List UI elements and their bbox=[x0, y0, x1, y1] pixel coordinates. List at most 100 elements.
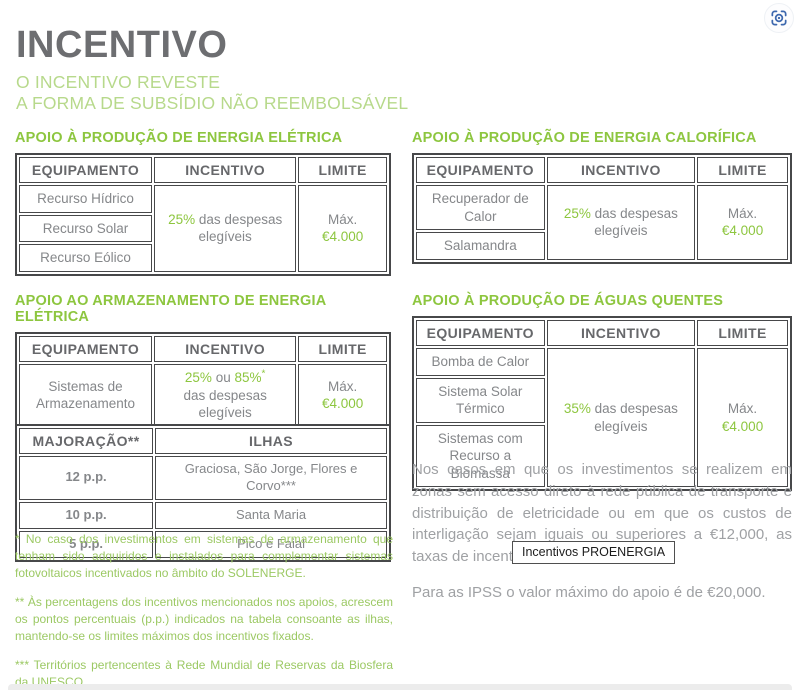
table-header-row: EQUIPAMENTO INCENTIVO LIMITE bbox=[19, 336, 387, 362]
table-row: Recuperador de Calor 25% das despesas el… bbox=[416, 185, 788, 260]
limit-label: Máx. bbox=[727, 205, 758, 221]
incentive-percent-1: 25% bbox=[184, 370, 212, 385]
footnotes: * No caso dos investimentos em sistemas … bbox=[15, 531, 393, 690]
section-majoracao: MAJORAÇÃO** ILHAS 12 p.p. Graciosa, São … bbox=[15, 424, 391, 562]
next-section-edge bbox=[8, 684, 792, 690]
incentive-text: das despesas elegíveis bbox=[594, 401, 678, 434]
col-header-equipamento: EQUIPAMENTO bbox=[19, 157, 153, 183]
limit-value: €4.000 bbox=[721, 223, 764, 239]
ilhas-cell: Graciosa, São Jorge, Flores e Corvo*** bbox=[155, 456, 387, 500]
table-row: 12 p.p. Graciosa, São Jorge, Flores e Co… bbox=[19, 456, 387, 500]
incentive-text: das despesas elegíveis bbox=[183, 387, 267, 421]
col-header-limite: LIMITE bbox=[697, 157, 788, 183]
pp-value: 5 p.p. bbox=[19, 530, 154, 558]
table-majoracao: MAJORAÇÃO** ILHAS 12 p.p. Graciosa, São … bbox=[15, 424, 391, 562]
col-header-equipamento: EQUIPAMENTO bbox=[416, 320, 545, 346]
col-header-equipamento: EQUIPAMENTO bbox=[19, 336, 153, 362]
section-energia-calorifica: APOIO À PRODUÇÃO DE ENERGIA CALORÍFICA E… bbox=[412, 130, 792, 264]
incentive-or: ou bbox=[215, 370, 231, 385]
subtitle-line-1: O INCENTIVO REVESTE bbox=[16, 72, 221, 92]
ilhas-cell: Santa Maria bbox=[155, 501, 387, 529]
table-header-row: EQUIPAMENTO INCENTIVO LIMITE bbox=[19, 157, 387, 183]
table-header-row: EQUIPAMENTO INCENTIVO LIMITE bbox=[416, 157, 788, 183]
table-aguas-quentes: EQUIPAMENTO INCENTIVO LIMITE Bomba de Ca… bbox=[412, 316, 792, 492]
subtitle-line-2: A FORMA DE SUBSÍDIO NÃO REEMBOLSÁVEL bbox=[16, 93, 409, 113]
section-armazenamento: APOIO AO ARMAZENAMENTO DE ENERGIA ELÉTRI… bbox=[15, 293, 391, 431]
col-header-limite: LIMITE bbox=[697, 320, 788, 346]
info-paragraphs: Nos casos em que os investimentos se rea… bbox=[412, 459, 792, 604]
table-row: 10 p.p. Santa Maria bbox=[19, 501, 387, 529]
table-row: Recurso Solar bbox=[19, 214, 387, 243]
asterisk-note: * bbox=[261, 368, 266, 380]
table-row: Recurso Eólico bbox=[19, 244, 387, 272]
table-armazenamento: EQUIPAMENTO INCENTIVO LIMITE Sistemas de… bbox=[15, 332, 391, 431]
limit-value: €4.000 bbox=[721, 418, 764, 434]
col-header-equipamento: EQUIPAMENTO bbox=[416, 157, 545, 183]
col-header-incentivo: INCENTIVO bbox=[546, 157, 696, 183]
incentive-percent: 35% bbox=[563, 401, 591, 417]
equipment-cell: Sistemas de Armazenamento bbox=[19, 364, 153, 427]
section-title-energia-eletrica: APOIO À PRODUÇÃO DE ENERGIA ELÉTRICA bbox=[15, 130, 343, 146]
incentive-percent: 25% bbox=[168, 211, 196, 227]
incentive-cell: 25% ou 85%* das despesas elegíveis bbox=[154, 364, 297, 427]
section-title-armazenamento: APOIO AO ARMAZENAMENTO DE ENERGIA ELÉTRI… bbox=[15, 293, 326, 325]
col-header-majoracao: MAJORAÇÃO** bbox=[19, 428, 154, 454]
equipment-cell: Sistemas com Recurso a Biomassa bbox=[416, 424, 545, 488]
section-aguas-quentes: APOIO À PRODUÇÃO DE ÁGUAS QUENTES EQUIPA… bbox=[412, 293, 792, 492]
table-row: Salamandra bbox=[416, 232, 788, 260]
incentive-text: das despesas elegíveis bbox=[198, 211, 283, 245]
equipment-cell: Salamandra bbox=[416, 232, 545, 260]
limit-label: Máx. bbox=[328, 211, 358, 227]
screen-capture-button[interactable] bbox=[764, 3, 794, 33]
incentive-text: das despesas elegíveis bbox=[594, 205, 678, 239]
limit-label: Máx. bbox=[727, 401, 758, 417]
col-header-incentivo: INCENTIVO bbox=[154, 336, 297, 362]
table-row: Recurso Hídrico 25% das despesas elegíve… bbox=[19, 185, 387, 272]
limit-cell: Máx. €4.000 bbox=[697, 348, 788, 488]
footnote-solenerge: * No caso dos investimentos em sistemas … bbox=[15, 532, 393, 581]
pp-value: 12 p.p. bbox=[19, 456, 154, 500]
page-header: INCENTIVO O INCENTIVO REVESTE A FORMA DE… bbox=[16, 24, 536, 114]
table-header-row: EQUIPAMENTO INCENTIVO LIMITE bbox=[416, 320, 788, 346]
page-subtitle: O INCENTIVO REVESTE A FORMA DE SUBSÍDIO … bbox=[16, 72, 536, 114]
limit-cell: Máx. €4.000 bbox=[697, 185, 788, 260]
limit-value: €4.000 bbox=[322, 229, 364, 245]
col-header-ilhas: ILHAS bbox=[155, 428, 387, 454]
col-header-limite: LIMITE bbox=[298, 157, 387, 183]
screenshot-viewfinder-icon bbox=[769, 8, 789, 28]
section-energia-eletrica: APOIO À PRODUÇÃO DE ENERGIA ELÉTRICA EQU… bbox=[15, 130, 391, 276]
equipment-cell: Recurso Solar bbox=[19, 214, 153, 243]
limit-cell: Máx. €4.000 bbox=[298, 364, 387, 427]
table-row: Bomba de Calor 35% das despesas elegívei… bbox=[416, 348, 788, 488]
equipment-cell: Bomba de Calor bbox=[416, 348, 545, 376]
section-title-energia-calorifica: APOIO À PRODUÇÃO DE ENERGIA CALORÍFICA bbox=[412, 130, 757, 146]
incentive-percent: 25% bbox=[563, 205, 591, 221]
col-header-incentivo: INCENTIVO bbox=[154, 157, 297, 183]
incentive-cell: 25% das despesas elegíveis bbox=[546, 185, 696, 260]
page-title: INCENTIVO bbox=[16, 24, 228, 66]
equipment-cell: Recurso Eólico bbox=[19, 244, 153, 272]
col-header-incentivo: INCENTIVO bbox=[546, 320, 696, 346]
footnote-percentagens: ** Às percentagens dos incentivos mencio… bbox=[15, 595, 393, 644]
table-energia-calorifica: EQUIPAMENTO INCENTIVO LIMITE Recuperador… bbox=[412, 153, 792, 264]
tooltip-incentivos-proenergia: Incentivos PROENERGIA bbox=[512, 541, 676, 564]
equipment-cell: Sistema Solar Térmico bbox=[416, 377, 545, 423]
section-title-aguas-quentes: APOIO À PRODUÇÃO DE ÁGUAS QUENTES bbox=[412, 293, 724, 309]
equipment-cell: Recurso Hídrico bbox=[19, 185, 153, 213]
table-row: Sistemas de Armazenamento 25% ou 85%* das… bbox=[19, 364, 387, 427]
paragraph-ipss: Para as IPSS o valor máximo do apoio é d… bbox=[412, 583, 766, 601]
limit-value: €4.000 bbox=[322, 396, 364, 412]
incentive-cell: 35% das despesas elegíveis bbox=[546, 348, 696, 488]
table-energia-eletrica: EQUIPAMENTO INCENTIVO LIMITE Recurso Híd… bbox=[15, 153, 391, 276]
equipment-cell: Recuperador de Calor bbox=[416, 185, 545, 231]
table-row: 5 p.p. Pico e Faial bbox=[19, 530, 387, 558]
table-row: Sistemas com Recurso a Biomassa bbox=[416, 424, 788, 488]
pp-value: 10 p.p. bbox=[19, 501, 154, 529]
col-header-limite: LIMITE bbox=[298, 336, 387, 362]
limit-cell: Máx. €4.000 bbox=[298, 185, 387, 272]
ilhas-cell: Pico e Faial bbox=[155, 530, 387, 558]
incentive-cell: 25% das despesas elegíveis bbox=[154, 185, 297, 272]
incentive-percent-2: 85% bbox=[234, 370, 262, 385]
tooltip-text: Incentivos PROENERGIA bbox=[522, 545, 666, 559]
table-header-row: MAJORAÇÃO** ILHAS bbox=[19, 428, 387, 454]
